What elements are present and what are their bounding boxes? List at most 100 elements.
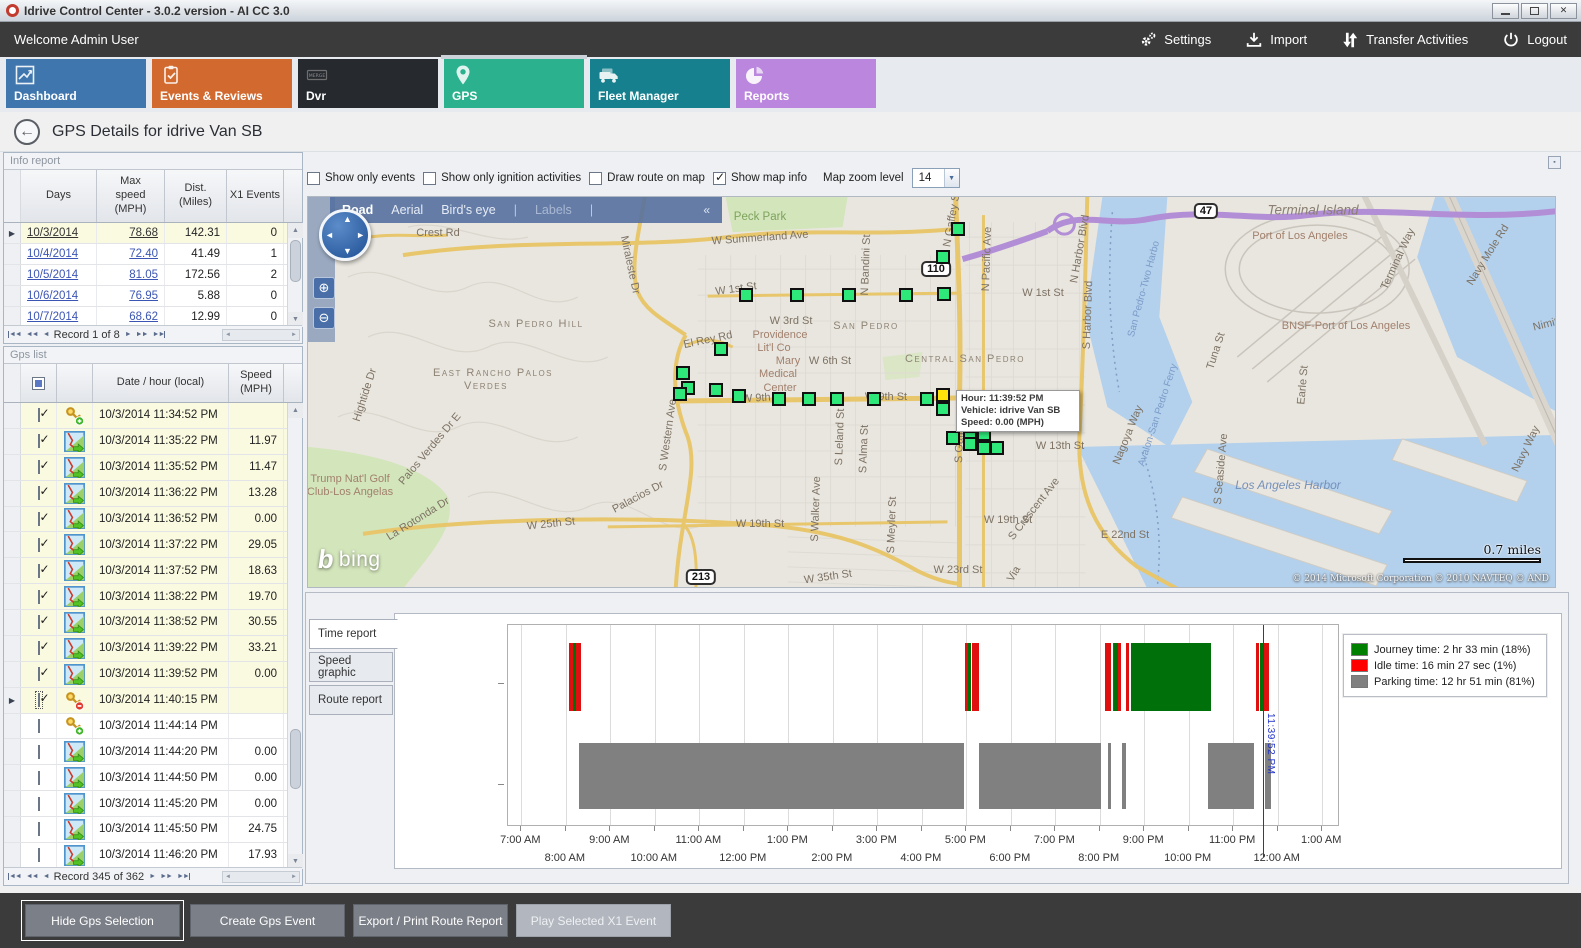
map-compass-control[interactable]: ▲ ▼ ◄ ►	[319, 209, 371, 261]
gps-row-checkbox[interactable]	[37, 822, 40, 837]
nav-prev-icon[interactable]: ◄	[42, 873, 50, 880]
maximize-button[interactable]	[1521, 2, 1548, 19]
nav-last-icon[interactable]: ►►	[152, 331, 166, 338]
gps-horizontal-scrollbar[interactable]: ◄ ►	[222, 870, 300, 883]
info-maxspeed-link[interactable]: 72.40	[129, 248, 158, 260]
create-gps-event-button[interactable]: Create Gps Event	[190, 904, 345, 937]
gps-marker[interactable]	[899, 288, 913, 302]
gps-marker[interactable]	[936, 402, 950, 416]
checkbox-show-map-info[interactable]: Show map info	[712, 170, 807, 185]
gps-table-row[interactable]: 10/3/2014 11:44:14 PM	[4, 713, 302, 740]
gps-marker[interactable]	[920, 392, 934, 406]
gps-marker[interactable]	[709, 383, 723, 397]
gps-col-date[interactable]: Date / hour (local)	[93, 364, 229, 402]
map-zoom-select[interactable]: 14 ▼	[911, 168, 960, 188]
gps-list-scrollbar[interactable]: ▲ ▼	[287, 403, 303, 869]
gps-table-row[interactable]: 10/3/2014 11:34:52 PM	[4, 403, 302, 429]
close-button[interactable]: ✕	[1550, 2, 1577, 19]
info-table-row[interactable]: ▶ 10/3/2014 78.68 142.31 0	[4, 223, 302, 244]
gps-table-row[interactable]: 10/3/2014 11:36:52 PM0.00	[4, 506, 302, 533]
gps-marker[interactable]	[867, 392, 881, 406]
nav-prev-icon[interactable]: ◄	[42, 331, 50, 338]
gps-marker-selected[interactable]	[936, 388, 950, 402]
gps-row-checkbox[interactable]	[37, 693, 40, 708]
gps-table-row[interactable]: 10/3/2014 11:44:50 PM 0.00	[4, 765, 302, 792]
tab-reports[interactable]: Reports	[736, 59, 876, 108]
gps-row-checkbox[interactable]	[37, 434, 40, 449]
gps-table-row[interactable]: 10/3/2014 11:45:20 PM 0.00	[4, 791, 302, 817]
checkbox-box[interactable]	[589, 171, 603, 185]
gps-marker[interactable]	[790, 288, 804, 302]
map-canvas[interactable]: ▲ ▼ ◄ ► ⊕ ⊖ Road Aerial Bird's eye | Labels | « …	[307, 196, 1556, 588]
info-maxspeed-link[interactable]: 78.68	[129, 227, 158, 239]
nav-first-icon[interactable]: ◄◄	[8, 873, 22, 880]
tab-events-reviews[interactable]: Events & Reviews	[152, 59, 292, 108]
gps-marker[interactable]	[732, 389, 746, 403]
gps-row-checkbox[interactable]	[37, 667, 40, 682]
map-zoom-out-button[interactable]: ⊖	[313, 307, 335, 329]
map-bar-collapse-button[interactable]: «	[703, 203, 710, 217]
gps-marker[interactable]	[951, 222, 965, 236]
nav-first-icon[interactable]: ◄◄	[8, 331, 22, 338]
gps-table-row[interactable]: 10/3/2014 11:45:50 PM 24.75	[4, 817, 302, 843]
info-maxspeed-link[interactable]: 68.62	[129, 311, 158, 323]
menubar-action-logout[interactable]: Logout	[1502, 31, 1567, 49]
info-col-dist[interactable]: Dist. (Miles)	[165, 170, 227, 222]
nav-next-page-icon[interactable]: ►►	[135, 331, 149, 338]
gps-row-checkbox[interactable]	[37, 589, 40, 604]
gps-table-row[interactable]: 10/3/2014 11:44:20 PM 0.00	[4, 739, 302, 766]
checkbox-show-only-events[interactable]: Show only events	[307, 171, 415, 185]
gps-marker[interactable]	[739, 288, 753, 302]
gps-table-row[interactable]: 10/3/2014 11:46:20 PM 17.93	[4, 842, 302, 869]
gps-col-icon[interactable]	[57, 364, 93, 402]
gps-row-checkbox[interactable]	[37, 615, 40, 630]
checkbox-box[interactable]	[712, 170, 726, 185]
info-maxspeed-link[interactable]: 81.05	[129, 269, 158, 281]
info-table-row[interactable]: 10/7/2014 68.62 12.99 0	[4, 307, 302, 328]
back-button[interactable]: ←	[14, 118, 40, 145]
gps-marker[interactable]	[936, 250, 950, 264]
menubar-action-transfer-activities[interactable]: Transfer Activities	[1341, 31, 1468, 49]
map-view-aerial[interactable]: Aerial	[391, 203, 424, 217]
tab-speed-graphic[interactable]: Speed graphic	[309, 652, 393, 682]
gps-row-checkbox[interactable]	[37, 408, 40, 423]
gps-row-checkbox[interactable]	[37, 486, 40, 501]
nav-prev-page-icon[interactable]: ◄◄	[25, 873, 39, 880]
gps-marker[interactable]	[772, 392, 786, 406]
gps-marker[interactable]	[977, 441, 991, 455]
nav-next-page-icon[interactable]: ►►	[160, 873, 173, 880]
info-days-link[interactable]: 10/7/2014	[27, 311, 79, 323]
gps-marker[interactable]	[673, 387, 687, 401]
info-col-maxspeed[interactable]: Max speed (MPH)	[97, 170, 165, 222]
gps-row-checkbox[interactable]	[37, 796, 40, 811]
checkbox-draw-route-on-map[interactable]: Draw route on map	[589, 171, 705, 185]
info-days-link[interactable]: 10/3/2014	[27, 227, 79, 239]
gps-marker[interactable]	[830, 392, 844, 406]
gps-marker[interactable]	[946, 431, 960, 445]
gps-marker[interactable]	[842, 288, 856, 302]
nav-prev-page-icon[interactable]: ◄◄	[25, 331, 39, 338]
map-view-bird-s-eye[interactable]: Bird's eye	[441, 203, 496, 217]
info-report-scrollbar[interactable]: ▲ ▼	[287, 223, 303, 327]
tab-route-report[interactable]: Route report	[309, 685, 393, 715]
gps-row-checkbox[interactable]	[37, 537, 40, 552]
select-all-checkbox[interactable]	[32, 376, 45, 390]
checkbox-box[interactable]	[423, 171, 437, 185]
map-zoom-in-button[interactable]: ⊕	[313, 277, 335, 299]
gps-row-checkbox[interactable]	[37, 770, 40, 785]
nav-next-icon[interactable]: ►	[149, 873, 156, 880]
gps-col-checkbox[interactable]	[21, 364, 57, 402]
tab-gps[interactable]: GPS	[441, 55, 587, 108]
hide-gps-selection-button[interactable]: Hide Gps Selection	[21, 900, 184, 941]
info-col-days[interactable]: Days	[21, 170, 97, 222]
gps-row-checkbox[interactable]	[37, 718, 40, 733]
checkbox-box[interactable]	[307, 171, 320, 185]
collapse-map-panel-button[interactable]: ▪	[1548, 156, 1561, 169]
gps-marker[interactable]	[802, 392, 816, 406]
info-days-link[interactable]: 10/5/2014	[27, 269, 79, 281]
export-print-route-report-button[interactable]: Export / Print Route Report	[353, 904, 508, 937]
